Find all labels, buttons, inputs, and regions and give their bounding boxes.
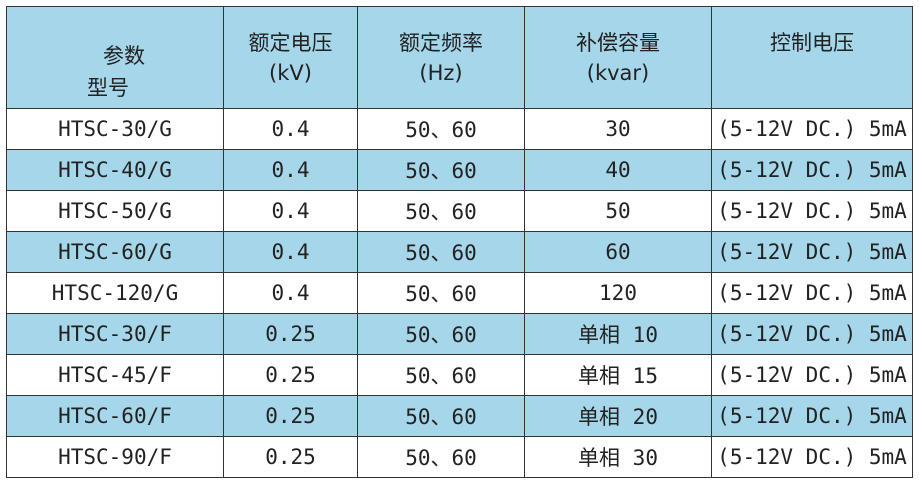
cell-rated-frequency: 50、60 — [357, 272, 525, 314]
cell-rated-voltage: 0.25 — [223, 354, 358, 396]
table-row: HTSC-45/F 0.25 50、60 单相 15 (5-12V DC.) 5mA — [6, 354, 913, 396]
cell-capacity: 50 — [524, 190, 712, 232]
cell-rated-voltage: 0.4 — [223, 231, 358, 273]
header-capacity: 补偿容量 (kvar) — [524, 6, 712, 109]
cell-model: HTSC-90/F — [6, 436, 224, 478]
cell-control-voltage: (5-12V DC.) 5mA — [711, 354, 913, 396]
table-row: HTSC-90/F 0.25 50、60 单相 30 (5-12V DC.) 5mA — [6, 436, 913, 478]
header-voltage: 额定电压 (kV) — [223, 6, 358, 109]
header-unit: (Hz) — [419, 60, 463, 85]
header-unit: (kvar) — [586, 60, 650, 85]
cell-control-voltage: (5-12V DC.) 5mA — [711, 231, 913, 273]
cell-model: HTSC-40/G — [6, 149, 224, 191]
table-row: HTSC-120/G 0.4 50、60 120 (5-12V DC.) 5mA — [6, 272, 913, 314]
cell-rated-voltage: 0.25 — [223, 436, 358, 478]
cell-rated-frequency: 50、60 — [357, 395, 525, 437]
cell-control-voltage: (5-12V DC.) 5mA — [711, 149, 913, 191]
cell-control-voltage: (5-12V DC.) 5mA — [711, 108, 913, 150]
cell-rated-voltage: 0.4 — [223, 190, 358, 232]
table-row: HTSC-30/G 0.4 50、60 30 (5-12V DC.) 5mA — [6, 108, 913, 150]
spec-table: 参数型号 额定电压 (kV) 额定频率 (Hz) 补偿容量 (kvar) 控制电压 H… — [6, 6, 913, 478]
cell-capacity: 120 — [524, 272, 712, 314]
cell-rated-frequency: 50、60 — [357, 108, 525, 150]
cell-control-voltage: (5-12V DC.) 5mA — [711, 436, 913, 478]
cell-rated-voltage: 0.4 — [223, 108, 358, 150]
header-control-voltage: 控制电压 — [711, 6, 913, 109]
cell-capacity: 单相 15 — [524, 354, 712, 396]
table-row: HTSC-30/F 0.25 50、60 单相 10 (5-12V DC.) 5mA — [6, 313, 913, 355]
cell-control-voltage: (5-12V DC.) 5mA — [711, 313, 913, 355]
cell-rated-frequency: 50、60 — [357, 436, 525, 478]
cell-capacity: 30 — [524, 108, 712, 150]
header-model-param: 参数型号 — [6, 6, 224, 109]
table-row: HTSC-60/F 0.25 50、60 单相 20 (5-12V DC.) 5mA — [6, 395, 913, 437]
header-model: 型号 — [87, 76, 129, 100]
cell-model: HTSC-45/F — [6, 354, 224, 396]
cell-model: HTSC-30/G — [6, 108, 224, 150]
cell-capacity: 40 — [524, 149, 712, 191]
header-label: 额定频率 — [399, 30, 483, 55]
cell-model: HTSC-120/G — [6, 272, 224, 314]
cell-rated-frequency: 50、60 — [357, 354, 525, 396]
table-row: HTSC-60/G 0.4 50、60 60 (5-12V DC.) 5mA — [6, 231, 913, 273]
cell-capacity: 单相 10 — [524, 313, 712, 355]
cell-rated-frequency: 50、60 — [357, 190, 525, 232]
cell-control-voltage: (5-12V DC.) 5mA — [711, 190, 913, 232]
cell-rated-frequency: 50、60 — [357, 313, 525, 355]
cell-capacity: 单相 30 — [524, 436, 712, 478]
cell-rated-frequency: 50、60 — [357, 231, 525, 273]
header-unit: (kV) — [269, 60, 312, 85]
cell-control-voltage: (5-12V DC.) 5mA — [711, 272, 913, 314]
header-frequency: 额定频率 (Hz) — [357, 6, 525, 109]
cell-capacity: 单相 20 — [524, 395, 712, 437]
cell-rated-frequency: 50、60 — [357, 149, 525, 191]
cell-rated-voltage: 0.4 — [223, 272, 358, 314]
cell-rated-voltage: 0.25 — [223, 313, 358, 355]
table-row: HTSC-40/G 0.4 50、60 40 (5-12V DC.) 5mA — [6, 149, 913, 191]
cell-rated-voltage: 0.4 — [223, 149, 358, 191]
table-row: HTSC-50/G 0.4 50、60 50 (5-12V DC.) 5mA — [6, 190, 913, 232]
cell-control-voltage: (5-12V DC.) 5mA — [711, 395, 913, 437]
cell-model: HTSC-60/G — [6, 231, 224, 273]
cell-rated-voltage: 0.25 — [223, 395, 358, 437]
cell-model: HTSC-50/G — [6, 190, 224, 232]
cell-capacity: 60 — [524, 231, 712, 273]
header-label: 控制电压 — [770, 30, 854, 55]
cell-model: HTSC-60/F — [6, 395, 224, 437]
header-label: 额定电压 — [248, 30, 333, 55]
header-param: 参数 — [103, 44, 145, 68]
header-label: 补偿容量 — [576, 30, 660, 55]
header-row: 参数型号 额定电压 (kV) 额定频率 (Hz) 补偿容量 (kvar) 控制电压 — [6, 6, 913, 109]
cell-model: HTSC-30/F — [6, 313, 224, 355]
